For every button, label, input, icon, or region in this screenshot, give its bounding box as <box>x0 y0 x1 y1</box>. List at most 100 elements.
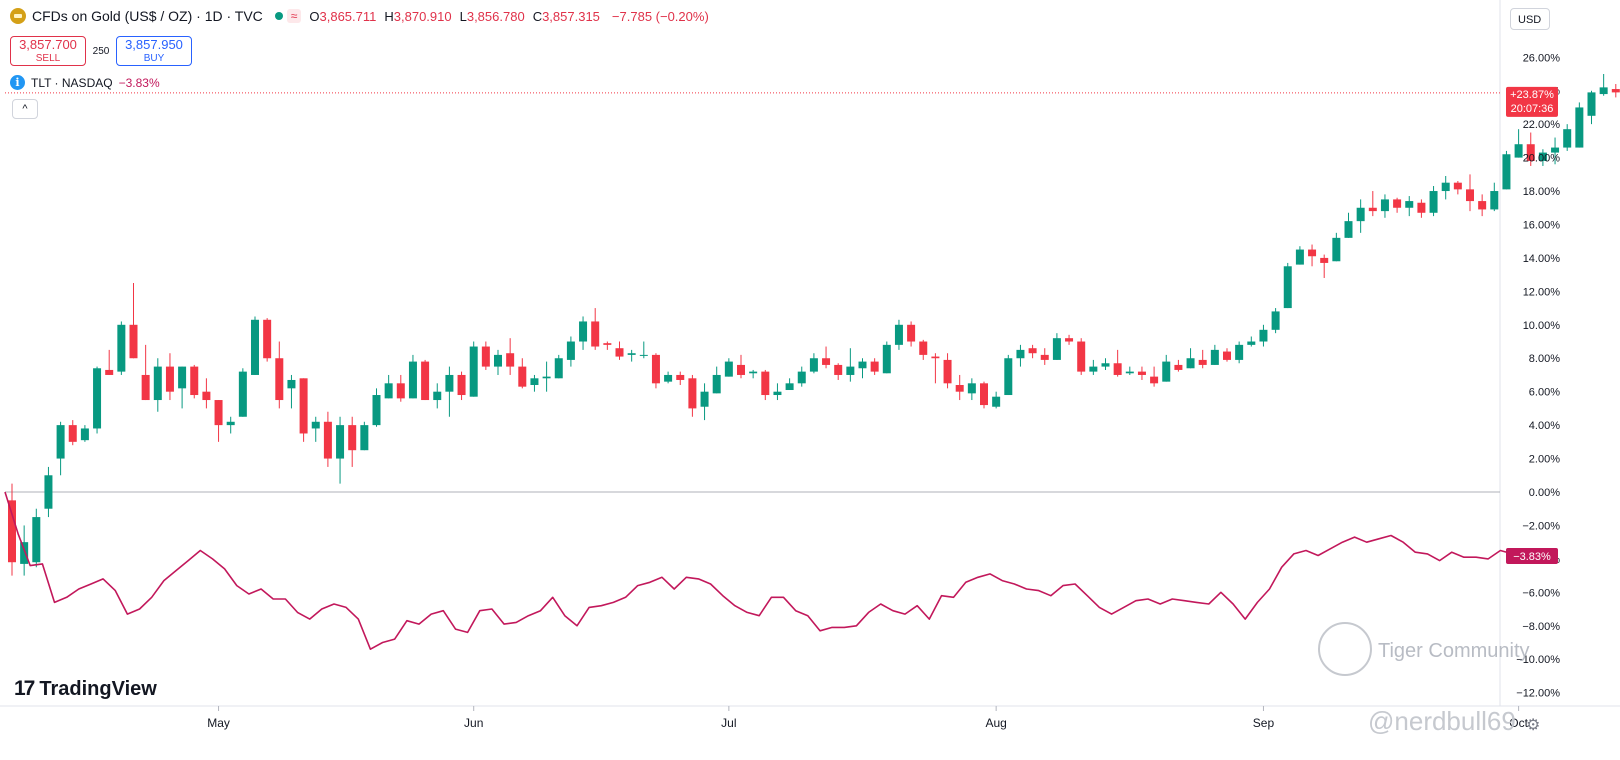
symbol-title[interactable]: CFDs on Gold (US$ / OZ) · 1D · TVC <box>32 8 263 24</box>
brand-name: TradingView <box>39 677 157 700</box>
candle-body <box>797 371 806 384</box>
candle-body <box>1271 311 1280 330</box>
candle-body <box>1016 349 1025 359</box>
candle-body <box>724 361 733 377</box>
candle-body <box>20 542 29 564</box>
ohlc-value-c: 3,857.315 <box>542 9 600 24</box>
price-labels: +23.87% 20:07:36 −3.83% <box>5 86 1558 565</box>
ohlc-key-o: O <box>309 9 320 24</box>
candle-body <box>955 384 964 392</box>
candle-body <box>566 341 575 360</box>
ohlc-value-l: 3,856.780 <box>466 9 525 24</box>
candle-body <box>408 361 417 399</box>
gold-bar-icon <box>10 8 26 24</box>
approx-badge: ≈ <box>286 9 302 23</box>
currency-selector[interactable]: USD <box>1510 8 1550 30</box>
y-tick-label: 14.00% <box>1523 253 1561 265</box>
ohlc-key-h: H <box>384 9 394 24</box>
compare-series <box>4 491 1525 651</box>
compare-price-badge <box>1506 548 1558 565</box>
candle-body <box>1599 87 1608 95</box>
candle-body <box>554 358 563 379</box>
ohlc-key-c: C <box>532 9 543 24</box>
collapse-legend-button[interactable]: ^ <box>12 99 38 119</box>
compare-legend[interactable]: i TLT · NASDAQ −3.83% <box>10 75 160 90</box>
candle-body <box>238 371 247 417</box>
candle-body <box>1028 348 1037 354</box>
candle-body <box>165 366 174 392</box>
candle-body <box>372 395 381 426</box>
candle-body <box>1441 182 1450 192</box>
ohlc-value-h: 3,870.910 <box>393 9 452 24</box>
info-icon[interactable]: i <box>10 75 25 90</box>
compare-symbol: TLT · NASDAQ <box>31 75 113 90</box>
candle-body <box>153 366 162 401</box>
last-price-value: +23.87% <box>1510 89 1554 101</box>
candle-body <box>700 391 709 407</box>
candle-body <box>809 358 818 372</box>
candle-body <box>1344 221 1353 238</box>
gear-icon[interactable]: ⚙ <box>1526 717 1541 734</box>
compare-line <box>4 491 1525 651</box>
x-tick-label: Jul <box>721 716 736 730</box>
tradingview-logo[interactable]: 17 TradingView <box>14 677 157 701</box>
candle-body <box>421 361 430 401</box>
user-watermark: @nerdbull69 <box>1368 706 1516 736</box>
sell-price: 3,857.700 <box>19 37 77 52</box>
buy-label: BUY <box>143 53 165 64</box>
candle-body <box>1259 329 1268 342</box>
y-tick-label: 18.00% <box>1523 186 1561 198</box>
compare-change: −3.83% <box>118 75 160 90</box>
sell-button[interactable]: 3,857.700 SELL <box>10 36 86 66</box>
x-tick-label: Aug <box>985 716 1006 730</box>
candle-body <box>202 391 211 401</box>
candle-body <box>1551 147 1560 153</box>
candle-body <box>105 369 114 375</box>
candle-body <box>858 361 867 369</box>
candle-body <box>44 475 53 509</box>
candle-body <box>967 383 976 394</box>
candle-body <box>141 374 150 401</box>
candle-body <box>1077 341 1086 372</box>
ohlc-value-o: 3,865.711 <box>319 9 377 24</box>
y-tick-label: 0.00% <box>1529 487 1560 499</box>
y-tick-label: −10.00% <box>1516 654 1560 666</box>
candle-body <box>1429 191 1438 213</box>
candle-body <box>1502 154 1511 190</box>
candle-body <box>1052 338 1061 360</box>
candle-body <box>785 383 794 391</box>
candle-body <box>931 356 940 359</box>
candle-body <box>1380 199 1389 212</box>
candle-body <box>1247 341 1256 345</box>
countdown-value: 20:07:36 <box>1511 103 1554 115</box>
candle-body <box>688 378 697 409</box>
candle-body <box>749 371 758 374</box>
candle-body <box>1490 191 1499 210</box>
buy-price: 3,857.950 <box>125 37 183 52</box>
candle-body <box>311 421 320 429</box>
tiger-logo-icon <box>1318 622 1372 676</box>
candle-body <box>579 321 588 342</box>
spread-value: 250 <box>92 45 110 57</box>
y-tick-label: 8.00% <box>1529 353 1560 365</box>
candle-body <box>712 374 721 394</box>
candle-body <box>275 358 284 401</box>
candle-body <box>1210 349 1219 365</box>
candle-body <box>1587 92 1596 116</box>
y-tick-label: 2.00% <box>1529 454 1560 466</box>
candle-body <box>591 321 600 347</box>
candle-body <box>846 366 855 375</box>
y-tick-label: 12.00% <box>1523 286 1561 298</box>
candle-body <box>615 348 624 357</box>
y-tick-label: 22.00% <box>1523 119 1561 131</box>
candle-body <box>1332 237 1341 262</box>
y-tick-label: 20.00% <box>1523 153 1561 165</box>
community-watermark: Tiger Community <box>1378 640 1530 662</box>
buy-button[interactable]: 3,857.950 BUY <box>116 36 192 66</box>
candle-body <box>1405 201 1414 208</box>
ohlc-item: H3,870.910 <box>384 9 451 24</box>
candle-body <box>1466 189 1474 202</box>
candle-body <box>457 374 466 396</box>
candle-body <box>1113 363 1122 375</box>
